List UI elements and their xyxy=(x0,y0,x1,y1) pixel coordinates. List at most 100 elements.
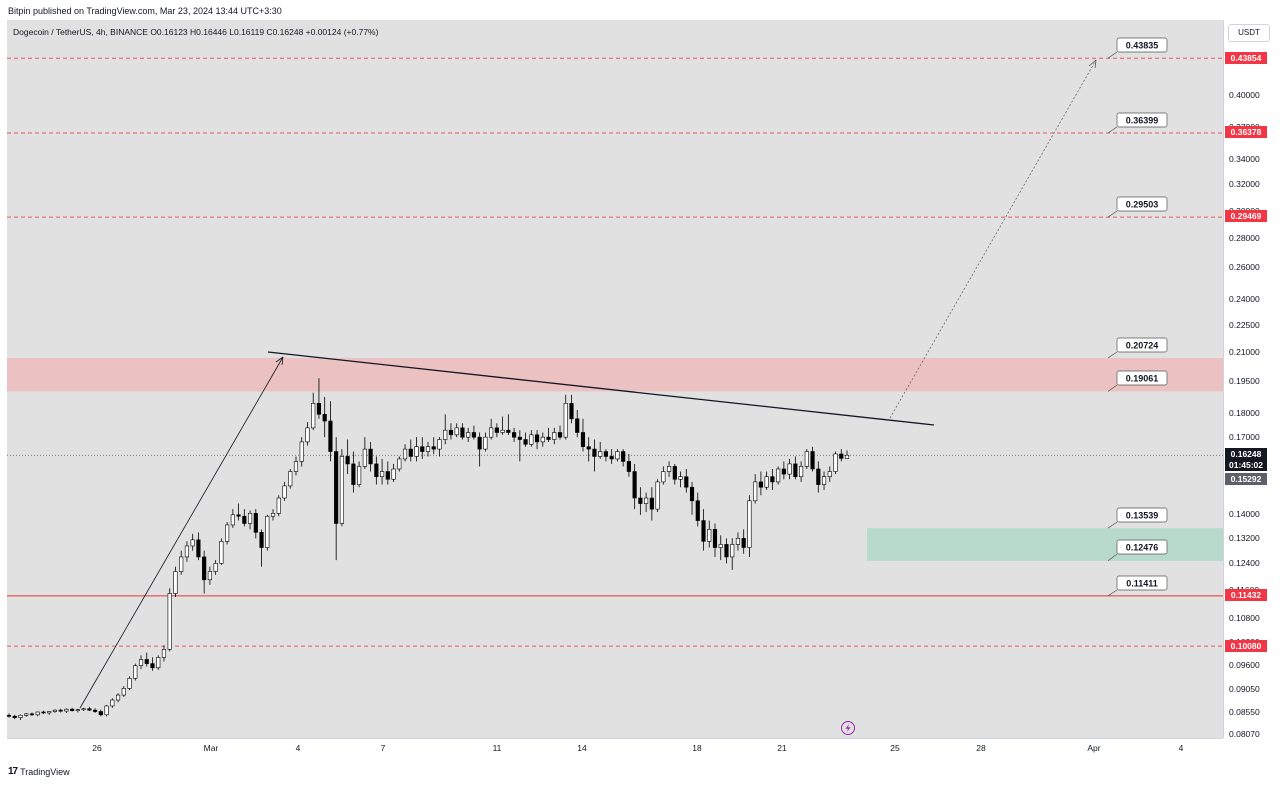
y-tick-label: 0.10800 xyxy=(1229,613,1260,623)
candle-body xyxy=(523,439,528,445)
axis-price-tag: 0.29469 xyxy=(1225,210,1267,222)
candle-body xyxy=(569,403,574,420)
currency-button[interactable]: USDT xyxy=(1228,24,1270,42)
candle-body xyxy=(276,497,281,514)
time-axis[interactable] xyxy=(7,738,1223,759)
lightning-icon[interactable] xyxy=(841,721,855,735)
candle-body xyxy=(18,714,23,718)
resistance-zone xyxy=(7,357,1223,392)
y-tick-label: 0.13200 xyxy=(1229,533,1260,543)
callout-pointer xyxy=(1107,51,1118,59)
price-tag-label: 0.43854 xyxy=(1231,53,1262,63)
price-tag-label: 0.29469 xyxy=(1231,211,1262,221)
candle-body xyxy=(672,466,677,480)
candle-body xyxy=(598,451,603,457)
candle-body xyxy=(684,476,689,488)
candle-body xyxy=(437,439,442,450)
price-tag-label: 0.11432 xyxy=(1231,590,1262,600)
candle-body xyxy=(816,468,821,485)
candle-body xyxy=(282,485,287,499)
candle-body xyxy=(758,481,763,488)
candle-body xyxy=(529,434,534,445)
target-callout: 0.43835 xyxy=(1107,37,1168,59)
candle-body xyxy=(552,432,557,440)
y-tick-label: 0.08070 xyxy=(1229,729,1260,739)
callout-box xyxy=(1116,196,1168,212)
candle-body xyxy=(471,432,476,438)
candle-body xyxy=(75,709,80,711)
x-tick-label: 28 xyxy=(976,743,986,753)
candle-body xyxy=(466,432,471,438)
target-callout: 0.20724 xyxy=(1107,337,1168,359)
callout-pointer xyxy=(1107,384,1118,392)
x-axis-labels: 26 Mar 4 7 11 14 18 21 25 28 Apr 4 xyxy=(92,743,1183,753)
y-tick-label: 0.09600 xyxy=(1229,660,1260,670)
callout-label: 0.29503 xyxy=(1126,200,1159,210)
candle-body xyxy=(718,544,723,548)
candle-body xyxy=(402,448,408,460)
price-tag-bg xyxy=(1225,52,1267,64)
y-tick-label: 0.14000 xyxy=(1229,509,1260,519)
candle-body xyxy=(776,468,781,483)
candle-body xyxy=(730,544,735,558)
candle-body xyxy=(695,500,700,521)
candle-body xyxy=(712,529,718,548)
candle-body xyxy=(414,446,419,457)
callout-pointer xyxy=(1107,126,1118,134)
callout-pointer xyxy=(1107,589,1118,597)
candle-body xyxy=(632,471,637,499)
y-tick-label: 0.18000 xyxy=(1229,408,1260,418)
candle-body xyxy=(357,466,362,485)
price-tags: 0.43854 0.36378 0.29469 0.11432 0.10080 0.162… xyxy=(1225,52,1267,652)
candle-body xyxy=(368,448,373,465)
candle-body xyxy=(741,538,746,548)
y-tick-label: 0.09050 xyxy=(1229,684,1260,694)
support-zone xyxy=(867,528,1223,561)
candle-body xyxy=(443,429,448,440)
x-tick-label: 4 xyxy=(296,743,301,753)
candle-body xyxy=(621,451,626,462)
candle-body xyxy=(391,468,396,480)
candle-body xyxy=(793,463,798,477)
candle-body xyxy=(420,446,425,452)
candle-body xyxy=(311,403,316,429)
callout-label: 0.43835 xyxy=(1126,41,1159,51)
candle-body xyxy=(753,481,758,502)
target-callout: 0.12476 xyxy=(1107,539,1168,562)
candle-body xyxy=(580,432,586,447)
candle-body xyxy=(225,524,230,542)
axis-price-tag: 0.11432 xyxy=(1225,589,1267,601)
candle-body xyxy=(408,448,413,457)
symbol-ohlc-legend[interactable]: Dogecoin / TetherUS, 4h, BINANCE O0.1612… xyxy=(13,27,379,37)
candle-body xyxy=(448,429,454,436)
candle-body xyxy=(138,659,144,666)
callout-box xyxy=(1116,37,1168,53)
target-callout: 0.19061 xyxy=(1107,370,1168,392)
candle-body xyxy=(115,694,121,701)
price-tag-label: 01:45:02 xyxy=(1229,460,1263,470)
callout-pointer xyxy=(1107,521,1118,529)
candle-body xyxy=(517,436,522,440)
callout-box xyxy=(1116,507,1168,523)
tradingview-logo[interactable]: 17 TradingView xyxy=(8,766,70,777)
candle-body xyxy=(52,709,57,712)
published-caption: Bitpin published on TradingView.com, Mar… xyxy=(8,6,282,16)
x-tick-label: 7 xyxy=(381,743,386,753)
y-tick-label: 0.40000 xyxy=(1229,90,1260,100)
y-tick-label: 0.12400 xyxy=(1229,558,1260,568)
axis-price-tag: 0.10080 xyxy=(1225,640,1267,652)
x-tick-label: 14 xyxy=(577,743,587,753)
y-tick-label: 0.19500 xyxy=(1229,376,1260,386)
price-axis[interactable] xyxy=(1223,20,1280,738)
zones-layer xyxy=(7,357,1223,561)
candle-body xyxy=(644,497,649,504)
candle-body xyxy=(213,563,218,572)
candle-body xyxy=(747,500,752,548)
callout-pointer xyxy=(1107,553,1118,562)
candle-body xyxy=(29,713,35,716)
candle-body xyxy=(110,699,115,707)
price-tag-bg xyxy=(1225,640,1267,652)
candle-body xyxy=(12,715,17,718)
candle-body xyxy=(133,665,138,679)
